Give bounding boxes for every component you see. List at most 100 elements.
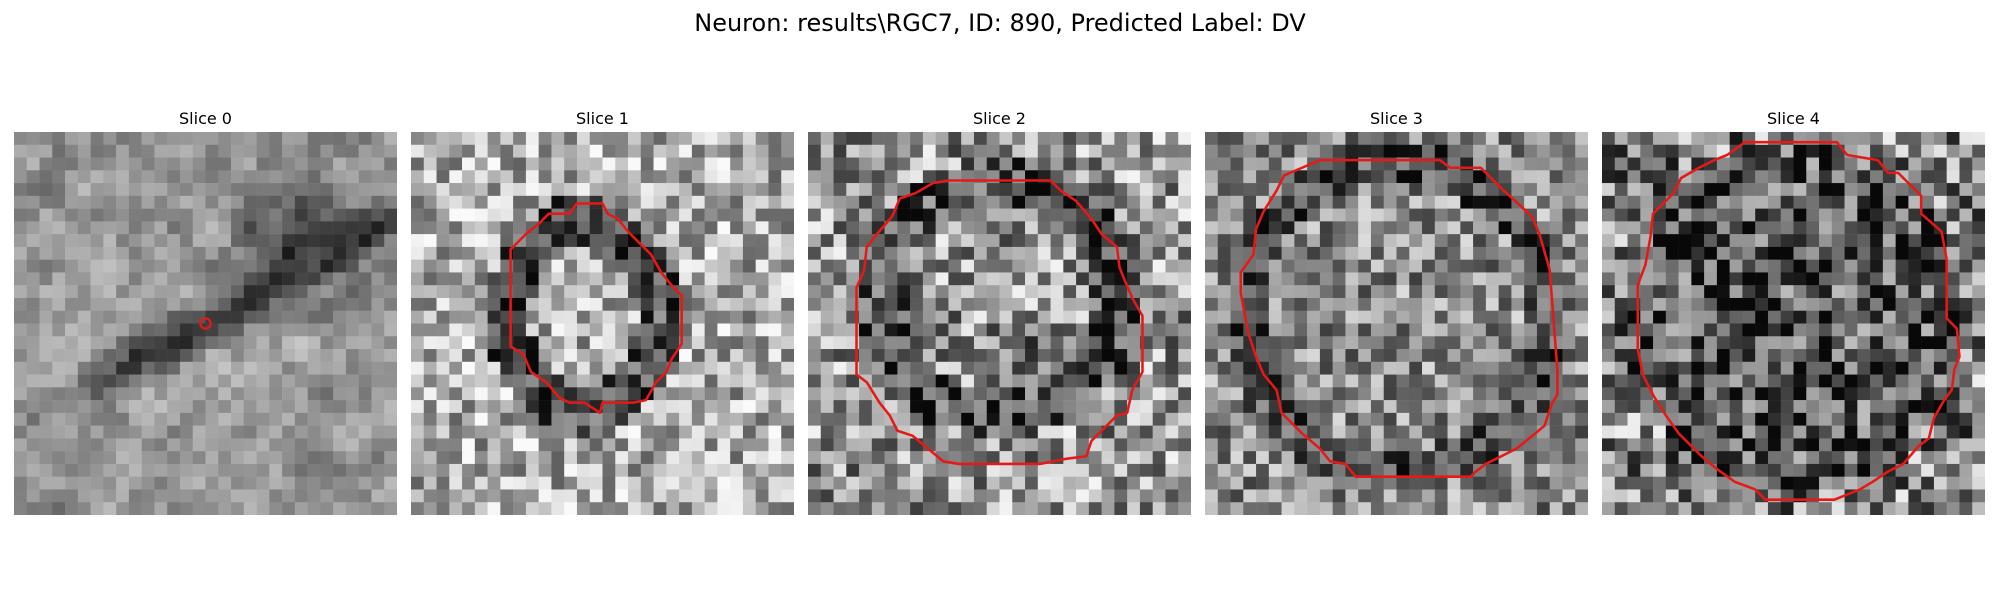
image-pixel [615,157,629,171]
image-pixel [897,412,911,426]
image-pixel [602,489,616,503]
image-pixel [551,451,565,465]
image-pixel [1895,412,1909,426]
image-pixel [551,285,565,299]
image-pixel [1536,438,1550,452]
image-pixel [1050,412,1064,426]
image-pixel [320,195,334,209]
image-pixel [1549,502,1563,515]
image-pixel [14,361,28,375]
image-pixel [1139,157,1153,171]
image-pixel [1165,387,1179,401]
image-pixel [90,310,104,324]
image-pixel [1447,144,1461,158]
image-pixel [90,272,104,286]
image-pixel [1946,412,1960,426]
image-pixel [1165,285,1179,299]
image-pixel [640,221,654,235]
image-pixel [1831,259,1845,273]
image-pixel [1294,208,1308,222]
image-pixel [1088,336,1102,350]
image-pixel [411,246,425,260]
image-pixel [77,349,91,363]
image-pixel [564,361,578,375]
image-pixel [1332,144,1346,158]
image-pixel [704,387,718,401]
image-pixel [1012,157,1026,171]
image-pixel [1627,170,1641,184]
image-pixel [52,438,66,452]
image-pixel [640,349,654,363]
image-pixel [871,297,885,311]
image-pixel [1844,132,1858,146]
image-pixel [653,374,667,388]
image-pixel [717,272,731,286]
image-pixel [1063,349,1077,363]
image-pixel [243,412,257,426]
image-pixel [768,221,782,235]
image-pixel [679,170,693,184]
image-pixel [487,400,501,414]
image-pixel [897,323,911,337]
image-pixel [1895,310,1909,324]
image-pixel [768,144,782,158]
image-pixel [1076,170,1090,184]
image-pixel [1294,489,1308,503]
image-pixel [1716,476,1730,490]
image-pixel [1729,144,1743,158]
image-pixel [1319,132,1333,146]
image-pixel [77,336,91,350]
image-pixel [294,476,308,490]
image-pixel [90,132,104,146]
image-pixel [935,387,949,401]
image-pixel [1268,246,1282,260]
image-pixel [141,387,155,401]
image-pixel [1678,144,1692,158]
image-pixel [1460,336,1474,350]
image-pixel [1332,476,1346,490]
image-pixel [462,259,476,273]
image-pixel [653,323,667,337]
image-pixel [90,336,104,350]
image-pixel [755,246,769,260]
image-pixel [564,183,578,197]
image-pixel [1921,144,1935,158]
image-pixel [884,387,898,401]
slice-image [1205,132,1588,515]
image-pixel [781,157,794,171]
image-pixel [961,234,975,248]
image-pixel [961,336,975,350]
image-pixel [589,412,603,426]
image-pixel [320,502,334,515]
image-pixel [717,336,731,350]
image-pixel [423,170,437,184]
image-pixel [1063,234,1077,248]
image-pixel [231,246,245,260]
image-pixel [1933,387,1947,401]
image-pixel [538,221,552,235]
image-pixel [1307,387,1321,401]
image-pixel [1460,400,1474,414]
image-pixel [1933,502,1947,515]
image-pixel [179,208,193,222]
image-pixel [1806,412,1820,426]
image-pixel [538,361,552,375]
image-pixel [1742,272,1756,286]
image-pixel [1524,183,1538,197]
image-pixel [1127,451,1141,465]
image-pixel [1602,336,1616,350]
image-pixel [1716,259,1730,273]
image-pixel [26,246,40,260]
image-pixel [65,361,79,375]
image-pixel [781,272,794,286]
image-pixel [1653,246,1667,260]
image-pixel [551,246,565,260]
image-pixel [192,259,206,273]
image-pixel [1716,349,1730,363]
image-pixel [1127,183,1141,197]
image-pixel [1831,323,1845,337]
image-pixel [1152,361,1166,375]
image-pixel [1614,349,1628,363]
image-pixel [1742,400,1756,414]
image-pixel [640,463,654,477]
